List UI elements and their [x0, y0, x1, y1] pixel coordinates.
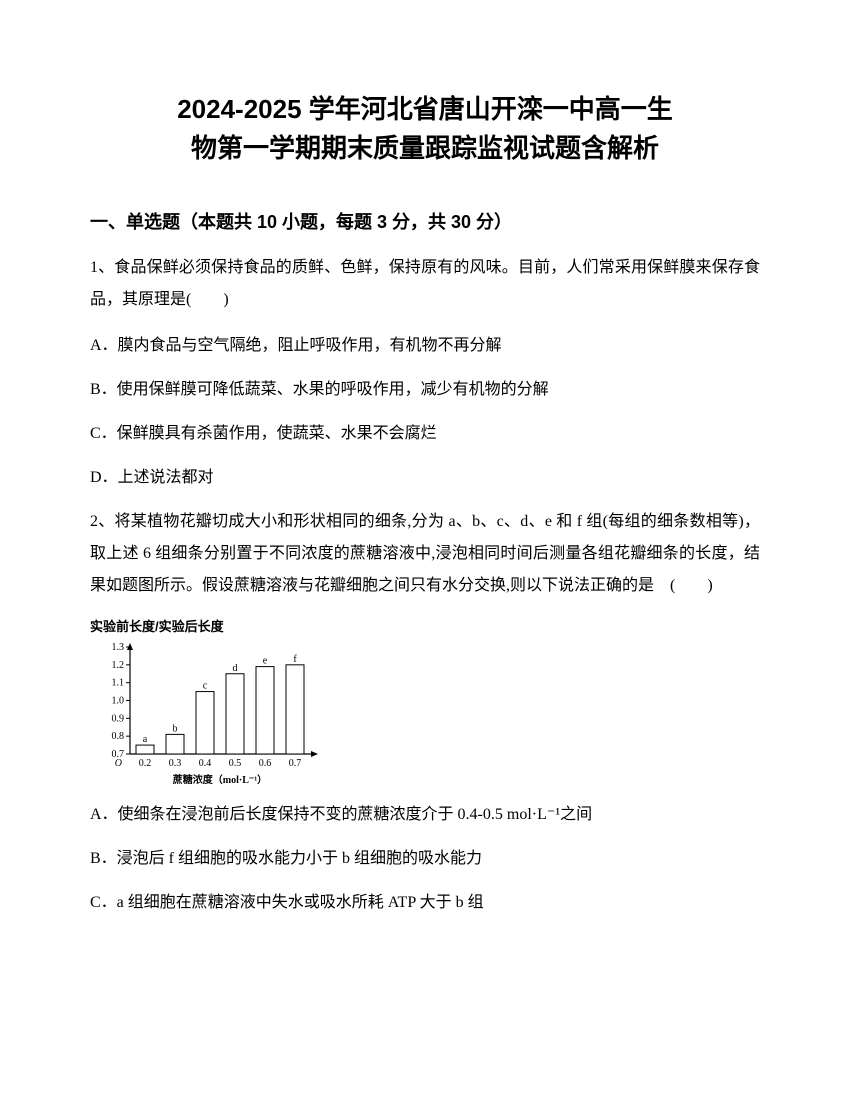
svg-text:0.9: 0.9	[112, 713, 125, 724]
svg-text:0.8: 0.8	[112, 731, 125, 742]
svg-text:b: b	[173, 723, 178, 734]
svg-text:1.2: 1.2	[112, 660, 125, 671]
title-line1: 2024-2025 学年河北省唐山开滦一中高一生	[90, 90, 760, 129]
q1-option-c: C．保鲜膜具有杀菌作用，使蔬菜、水果不会腐烂	[90, 418, 760, 450]
svg-text:蔗糖浓度（mol·L⁻¹）: 蔗糖浓度（mol·L⁻¹）	[172, 773, 267, 786]
svg-text:e: e	[263, 656, 268, 667]
svg-text:f: f	[293, 654, 297, 665]
svg-text:0.3: 0.3	[169, 758, 182, 769]
chart-container: 实验前长度/实验后长度 0.70.80.91.01.11.21.3Oa0.2b0…	[90, 616, 760, 789]
document-title: 2024-2025 学年河北省唐山开滦一中高一生 物第一学期期末质量跟踪监视试题…	[90, 90, 760, 168]
svg-text:1.1: 1.1	[112, 678, 125, 689]
svg-text:a: a	[143, 734, 148, 745]
svg-text:0.2: 0.2	[139, 758, 152, 769]
svg-text:0.5: 0.5	[229, 758, 242, 769]
q1-option-a: A．膜内食品与空气隔绝，阻止呼吸作用，有机物不再分解	[90, 330, 760, 362]
svg-text:1.3: 1.3	[112, 642, 125, 653]
title-line2: 物第一学期期末质量跟踪监视试题含解析	[90, 129, 760, 168]
q2-stem: 2、将某植物花瓣切成大小和形状相同的细条,分为 a、b、c、d、e 和 f 组(…	[90, 506, 760, 602]
svg-text:0.7: 0.7	[289, 758, 302, 769]
svg-text:c: c	[203, 681, 208, 692]
q2-option-a: A．使细条在浸泡前后长度保持不变的蔗糖浓度介于 0.4-0.5 mol·L⁻¹之…	[90, 799, 760, 831]
svg-text:0.4: 0.4	[199, 758, 212, 769]
svg-text:1.0: 1.0	[112, 696, 125, 707]
q2-option-c: C．a 组细胞在蔗糖溶液中失水或吸水所耗 ATP 大于 b 组	[90, 887, 760, 919]
question-2: 2、将某植物花瓣切成大小和形状相同的细条,分为 a、b、c、d、e 和 f 组(…	[90, 506, 760, 919]
svg-text:O: O	[115, 758, 122, 769]
q1-stem: 1、食品保鲜必须保持食品的质鲜、色鲜，保持原有的风味。目前，人们常采用保鲜膜来保…	[90, 252, 760, 316]
bar-chart: 0.7 0.8 0.9 1.0 1.1 1.2 1.3 Oa 0.2 b 0.3 c 0.4 d 0.5 e 0…	[90, 639, 320, 789]
q1-option-d: D．上述说法都对	[90, 462, 760, 494]
chart-ylabel: 实验前长度/实验后长度	[90, 616, 760, 635]
svg-text:0.6: 0.6	[259, 758, 272, 769]
q2-option-b: B．浸泡后 f 组细胞的吸水能力小于 b 组细胞的吸水能力	[90, 843, 760, 875]
q1-option-b: B．使用保鲜膜可降低蔬菜、水果的呼吸作用，减少有机物的分解	[90, 374, 760, 406]
svg-text:d: d	[233, 663, 238, 674]
question-1: 1、食品保鲜必须保持食品的质鲜、色鲜，保持原有的风味。目前，人们常采用保鲜膜来保…	[90, 252, 760, 494]
section-header: 一、单选题（本题共 10 小题，每题 3 分，共 30 分）	[90, 208, 760, 234]
